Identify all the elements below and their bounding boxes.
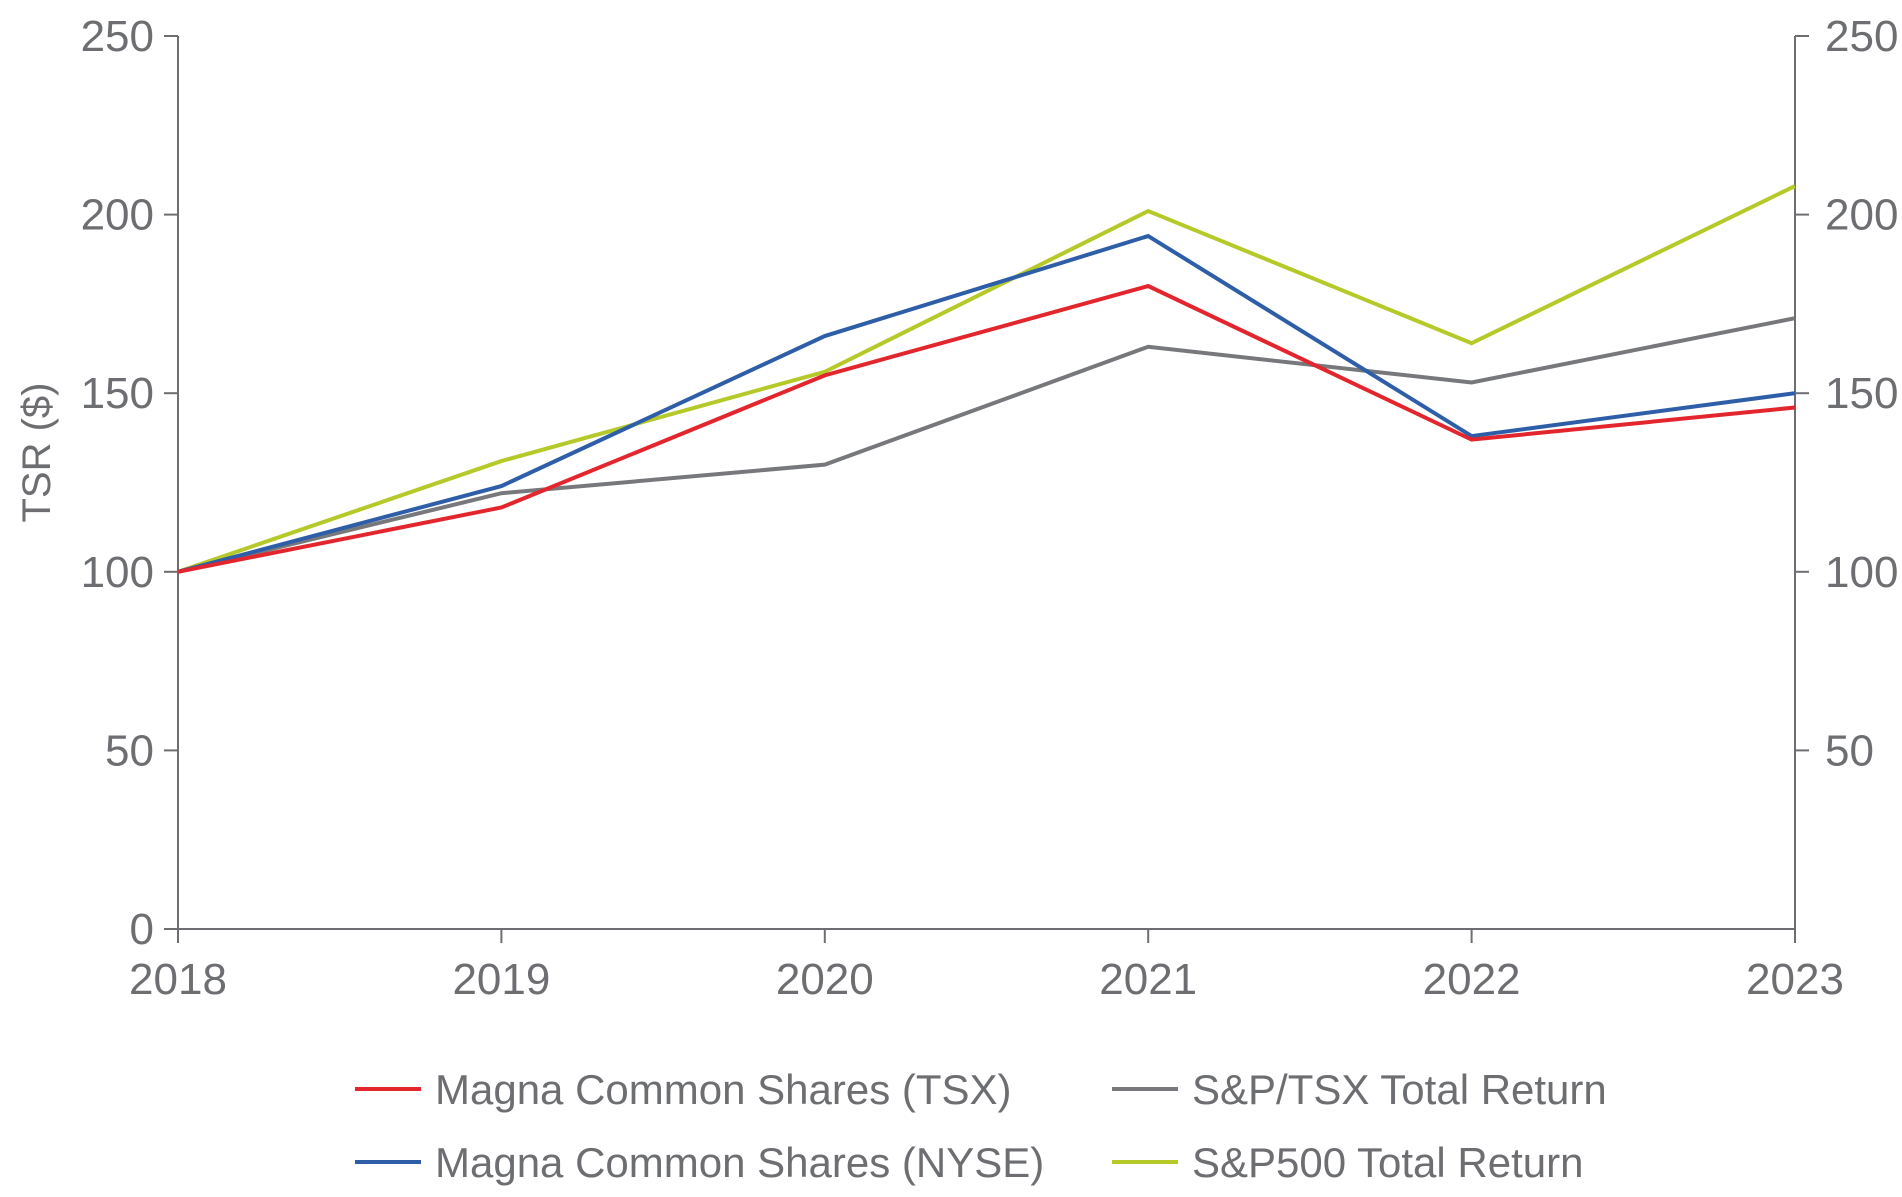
legend-label: S&P500 Total Return bbox=[1192, 1139, 1583, 1186]
series-line-s-p500-total-return bbox=[177, 184, 1796, 574]
x-ticks: 2018 2019 2020 2021 2022 2023 bbox=[129, 929, 1844, 1004]
right-y-tick-label: 250 bbox=[1825, 12, 1898, 61]
right-y-tick-label: 200 bbox=[1825, 191, 1898, 240]
left-y-tick-label: 200 bbox=[81, 191, 154, 240]
legend-label: Magna Common Shares (NYSE) bbox=[435, 1139, 1044, 1186]
x-tick-label: 2023 bbox=[1746, 955, 1844, 1004]
right-y-tick-label: 50 bbox=[1825, 726, 1874, 775]
legend-label: Magna Common Shares (TSX) bbox=[435, 1066, 1012, 1113]
right-y-tick-label: 150 bbox=[1825, 369, 1898, 418]
left-y-ticks: 0 50 100 150 200 250 bbox=[81, 12, 178, 954]
left-y-tick-label: 0 bbox=[130, 905, 154, 954]
y-axis-title: TSR ($) bbox=[15, 383, 59, 523]
x-tick-label: 2021 bbox=[1099, 955, 1197, 1004]
right-y-ticks: 50 100 150 200 250 bbox=[1795, 12, 1898, 775]
legend-label: S&P/TSX Total Return bbox=[1192, 1066, 1607, 1113]
series-line-magna-common-shares-tsx bbox=[177, 283, 1796, 574]
legend: Magna Common Shares (TSX) Magna Common Sh… bbox=[355, 1066, 1607, 1186]
left-y-tick-label: 50 bbox=[105, 726, 154, 775]
left-y-tick-label: 150 bbox=[81, 369, 154, 418]
x-tick-label: 2022 bbox=[1423, 955, 1521, 1004]
left-y-tick-label: 250 bbox=[81, 12, 154, 61]
x-tick-label: 2020 bbox=[776, 955, 874, 1004]
series-line-magna-common-shares-nyse bbox=[177, 233, 1796, 574]
left-y-tick-label: 100 bbox=[81, 548, 154, 597]
x-tick-label: 2018 bbox=[129, 955, 227, 1004]
axes bbox=[177, 36, 1796, 930]
right-y-tick-label: 100 bbox=[1825, 548, 1898, 597]
series-line-s-p-tsx-total-return bbox=[177, 316, 1796, 574]
series-lines bbox=[177, 184, 1796, 574]
x-tick-label: 2019 bbox=[452, 955, 550, 1004]
